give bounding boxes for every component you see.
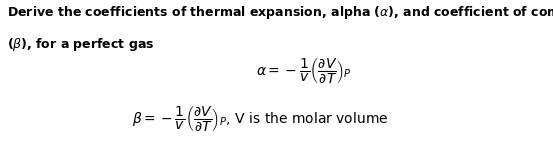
Text: Derive the coefficients of thermal expansion, alpha ($\alpha$), and coefficient : Derive the coefficients of thermal expan… (7, 4, 553, 21)
Text: $\alpha = -\dfrac{1}{v}\left(\dfrac{\partial V}{\partial T}\right)_P$: $\alpha = -\dfrac{1}{v}\left(\dfrac{\par… (256, 56, 352, 85)
Text: $\beta = -\dfrac{1}{v}\left(\dfrac{\partial V}{\partial T}\right)_P$, V is the m: $\beta = -\dfrac{1}{v}\left(\dfrac{\part… (132, 104, 388, 133)
Text: ($\beta$), for a perfect gas: ($\beta$), for a perfect gas (7, 36, 154, 53)
